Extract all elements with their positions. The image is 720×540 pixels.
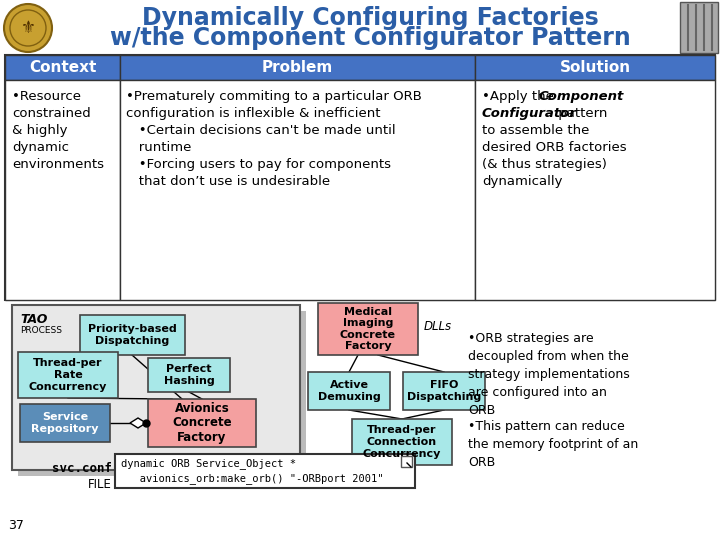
Bar [352,419,452,465]
Bar [0,0,720,55]
Bar [148,358,230,392]
Bar [20,404,110,442]
Text: •This pattern can reduce
the memory footprint of an
ORB: •This pattern can reduce the memory foot… [468,420,638,469]
Bar [475,55,715,80]
Text: configuration is inflexible & inefficient: configuration is inflexible & inefficien… [126,107,380,120]
Circle shape [4,4,52,52]
Text: that don’t use is undesirable: that don’t use is undesirable [126,175,330,188]
Text: constrained: constrained [12,107,91,120]
Text: w/the Component Configurator Pattern: w/the Component Configurator Pattern [109,26,631,50]
Text: FILE: FILE [88,478,112,491]
Bar [120,80,475,300]
Text: Thread-per
Rate
Concurrency: Thread-per Rate Concurrency [29,359,107,392]
Bar [308,372,390,410]
Text: TAO: TAO [20,313,48,326]
Bar [115,454,415,488]
Bar [120,55,475,80]
Text: Service
Repository: Service Repository [31,412,99,434]
Bar [403,372,485,410]
Text: Thread-per
Connection
Concurrency: Thread-per Connection Concurrency [363,426,441,458]
Bar [12,305,300,470]
Bar [318,303,418,355]
Text: Priority-based
Dispatching: Priority-based Dispatching [88,324,177,346]
Text: Avionics
Concrete
Factory: Avionics Concrete Factory [172,402,232,444]
Text: Dynamically Configuring Factories: Dynamically Configuring Factories [142,6,598,30]
Text: environments: environments [12,158,104,171]
Text: •Prematurely commiting to a particular ORB: •Prematurely commiting to a particular O… [126,90,422,103]
Polygon shape [130,418,146,428]
Text: •Certain decisions can't be made until: •Certain decisions can't be made until [126,124,395,137]
Text: Problem: Problem [262,60,333,75]
Bar [5,80,120,300]
Bar [80,315,185,355]
Text: •Apply the: •Apply the [482,90,558,103]
Bar [5,55,715,300]
Text: Context: Context [29,60,96,75]
Text: runtime: runtime [126,141,192,154]
Text: desired ORB factories: desired ORB factories [482,141,626,154]
Text: ⚜: ⚜ [21,19,35,37]
Bar [401,456,412,467]
Text: Configurator: Configurator [482,107,577,120]
Text: FIFO
Dispatching: FIFO Dispatching [407,380,481,402]
Text: dynamically: dynamically [482,175,562,188]
Text: & highly: & highly [12,124,68,137]
Text: dynamic ORB Service_Object *
   avionics_orb:make_orb() "-ORBport 2001": dynamic ORB Service_Object * avionics_or… [121,458,384,484]
Text: 37: 37 [8,519,24,532]
Text: pattern: pattern [554,107,608,120]
Text: Active
Demuxing: Active Demuxing [318,380,380,402]
Text: •Forcing users to pay for components: •Forcing users to pay for components [126,158,391,171]
Text: Medical
Imaging
Concrete
Factory: Medical Imaging Concrete Factory [340,307,396,352]
Bar [18,352,118,398]
Text: •ORB strategies are
decoupled from when the
strategy implementations
are configu: •ORB strategies are decoupled from when … [468,332,630,417]
Text: (& thus strategies): (& thus strategies) [482,158,607,171]
Bar [18,311,306,476]
Text: dynamic: dynamic [12,141,69,154]
Text: DLLs: DLLs [424,320,452,333]
Text: to assemble the: to assemble the [482,124,590,137]
Text: Perfect
Hashing: Perfect Hashing [163,364,215,386]
Text: PROCESS: PROCESS [20,326,62,335]
Text: Solution: Solution [559,60,631,75]
Text: Component: Component [539,90,624,103]
Text: •Resource: •Resource [12,90,81,103]
Bar [148,399,256,447]
Text: svc.conf: svc.conf [52,462,112,475]
Bar [680,2,718,53]
Bar [5,55,120,80]
Bar [475,80,715,300]
